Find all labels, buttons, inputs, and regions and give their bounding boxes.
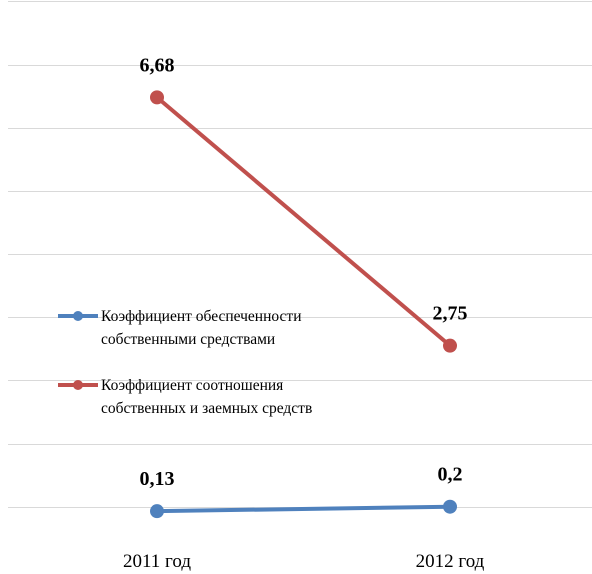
data-label: 0,13	[140, 468, 175, 490]
legend-label: собственными средствами	[101, 331, 275, 348]
x-axis-tick-labels: 2011 год 2012 год	[123, 551, 485, 572]
legend-label: собственных и заемных средств	[101, 400, 312, 417]
series-line-2	[155, 95, 452, 348]
data-label: 0,2	[438, 464, 463, 486]
data-labels: 0,13 0,2 6,68 2,75	[140, 54, 468, 490]
legend-point-marker	[73, 380, 83, 390]
data-point	[150, 90, 164, 105]
data-point	[443, 499, 457, 514]
legend-label: Коэффициент соотношения	[101, 377, 283, 394]
data-label: 6,68	[140, 54, 175, 76]
legend-label: Коэффициент обеспеченности	[101, 308, 302, 325]
series-line-1	[156, 504, 451, 514]
legend-point-marker	[73, 311, 83, 321]
data-label: 2,75	[433, 303, 468, 325]
x-tick-label: 2012 год	[416, 551, 485, 572]
data-point	[150, 504, 164, 519]
series-lines	[150, 90, 457, 519]
gridlines	[8, 1, 592, 508]
x-tick-label: 2011 год	[123, 551, 191, 572]
legend: Коэффициент обеспеченности собственными с…	[58, 308, 312, 417]
data-point	[443, 338, 457, 353]
